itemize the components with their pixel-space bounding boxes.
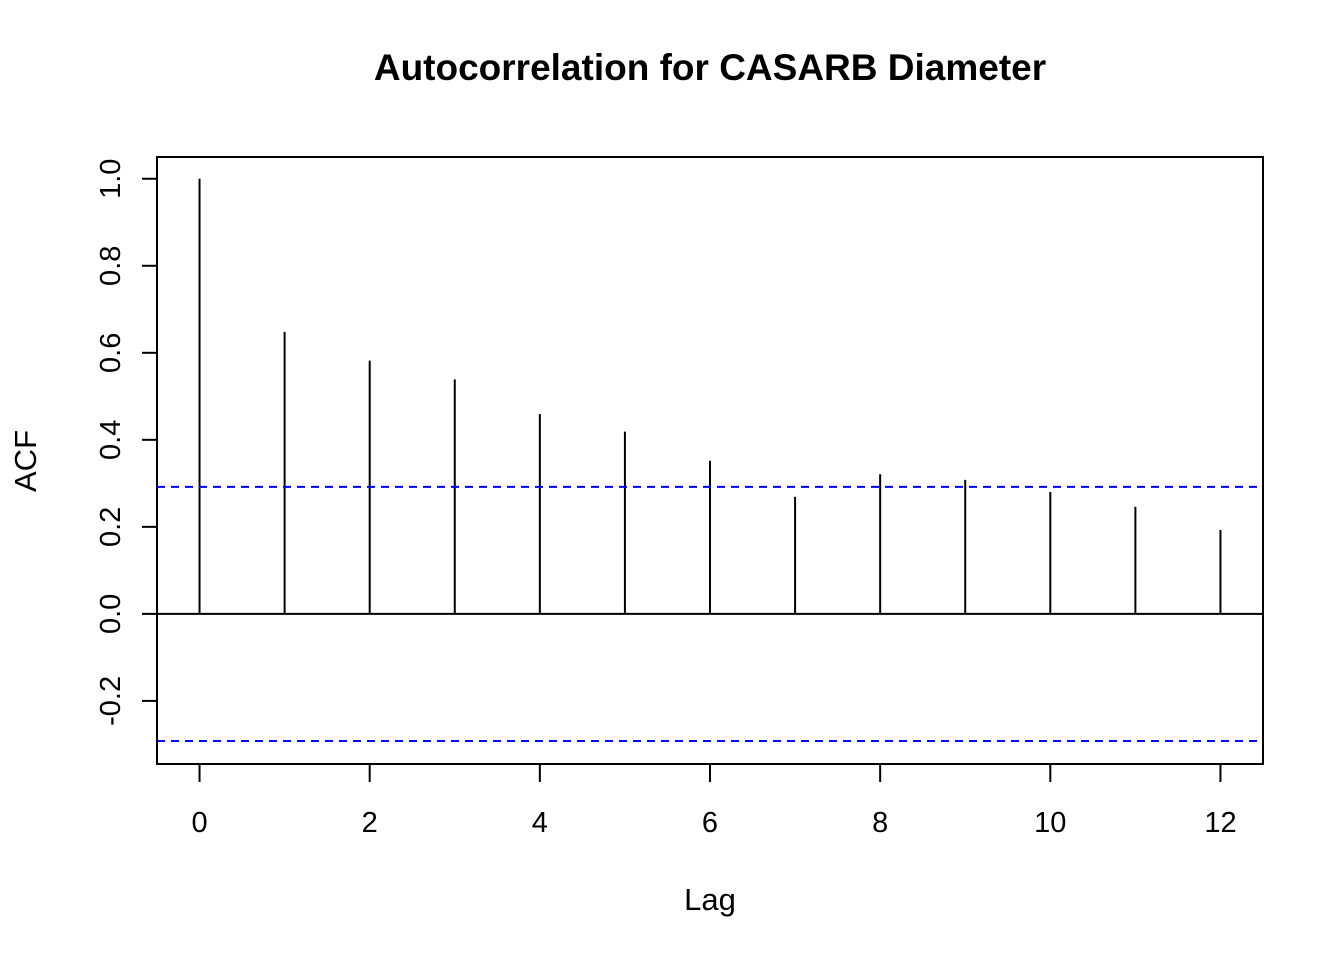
x-tick-label: 10 [1034, 807, 1066, 839]
x-tick-label: 0 [191, 807, 207, 839]
y-tick-label: 0.8 [95, 246, 127, 286]
y-tick-label: 0.4 [95, 420, 127, 460]
y-tick-label: -0.2 [95, 676, 127, 726]
y-tick-label: 0.0 [95, 594, 127, 634]
x-axis-label: Lag [684, 882, 736, 917]
x-tick-label: 6 [702, 807, 718, 839]
y-tick-label: 0.2 [95, 507, 127, 547]
y-axis-label: ACF [8, 430, 43, 492]
confidence-bounds [157, 485, 1263, 742]
chart-title: Autocorrelation for CASARB Diameter [374, 47, 1046, 88]
x-tick-label: 4 [532, 807, 548, 839]
plot-frame [156, 156, 1264, 765]
x-tick-label: 2 [362, 807, 378, 839]
x-tick-label: 8 [872, 807, 888, 839]
acf-spikes [157, 178, 1263, 615]
y-tick-label: 1.0 [95, 159, 127, 199]
x-tick-label: 12 [1204, 807, 1236, 839]
y-axis: -0.2 0.0 0.2 0.4 0.6 0.8 1.0 [95, 159, 157, 726]
x-axis: 0 2 4 6 8 10 12 [191, 764, 1237, 839]
y-tick-label: 0.6 [95, 333, 127, 373]
